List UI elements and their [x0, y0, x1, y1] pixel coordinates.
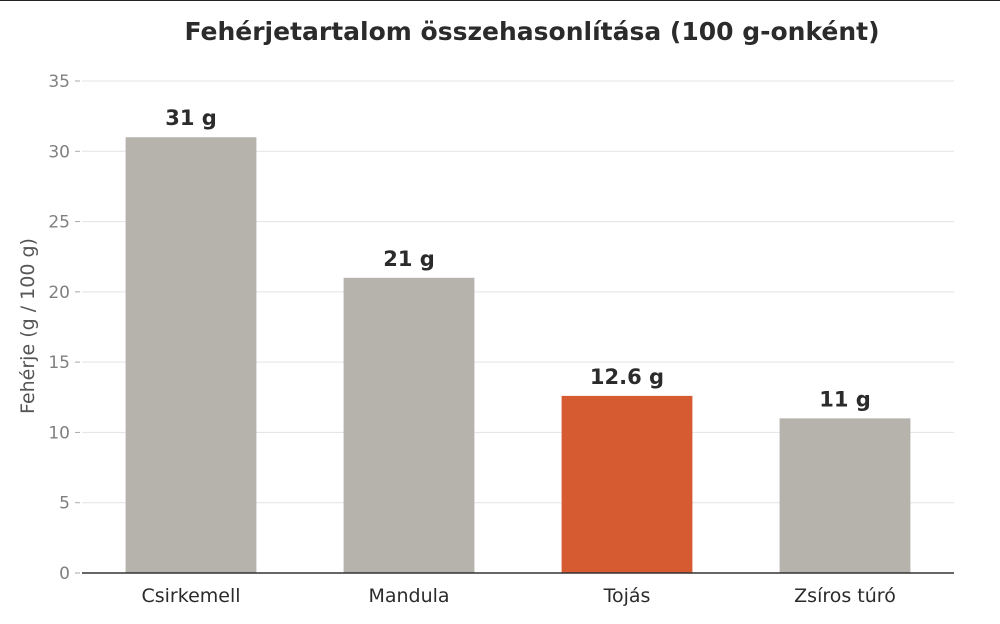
top-border — [0, 0, 1000, 1]
x-tick-label-1: Mandula — [368, 585, 449, 607]
chart-title: Fehérjetartalom összehasonlítása (100 g-… — [184, 17, 879, 46]
y-tick-label: 10 — [48, 423, 70, 443]
bar-0 — [125, 137, 257, 573]
y-tick-label: 15 — [48, 353, 70, 373]
x-tick-label-0: Csirkemell — [141, 585, 240, 607]
data-labels: 31 g 21 g 12.6 g 11 g — [165, 106, 871, 411]
y-axis-label: Fehérje (g / 100 g) — [17, 238, 39, 414]
y-axis-ticks: 0 5 10 15 20 25 30 35 — [48, 72, 80, 584]
y-tick-label: 20 — [48, 283, 70, 303]
bars — [125, 137, 911, 573]
x-tick-label-3: Zsíros túró — [794, 585, 896, 607]
data-label-3: 11 g — [819, 387, 871, 411]
y-tick-label: 25 — [48, 213, 70, 233]
y-tick-label: 35 — [48, 72, 70, 92]
y-tick-label: 0 — [59, 564, 70, 584]
x-axis-ticks: Csirkemell Mandula Tojás Zsíros túró — [141, 585, 895, 607]
bar-1 — [343, 277, 475, 573]
data-label-0: 31 g — [165, 106, 217, 130]
data-label-2: 12.6 g — [590, 365, 664, 389]
y-tick-label: 5 — [59, 494, 70, 514]
bar-3 — [779, 418, 911, 573]
bar-2 — [561, 395, 693, 573]
x-tick-label-2: Tojás — [603, 585, 651, 607]
y-tick-label: 30 — [48, 142, 70, 162]
data-label-1: 21 g — [383, 247, 435, 271]
